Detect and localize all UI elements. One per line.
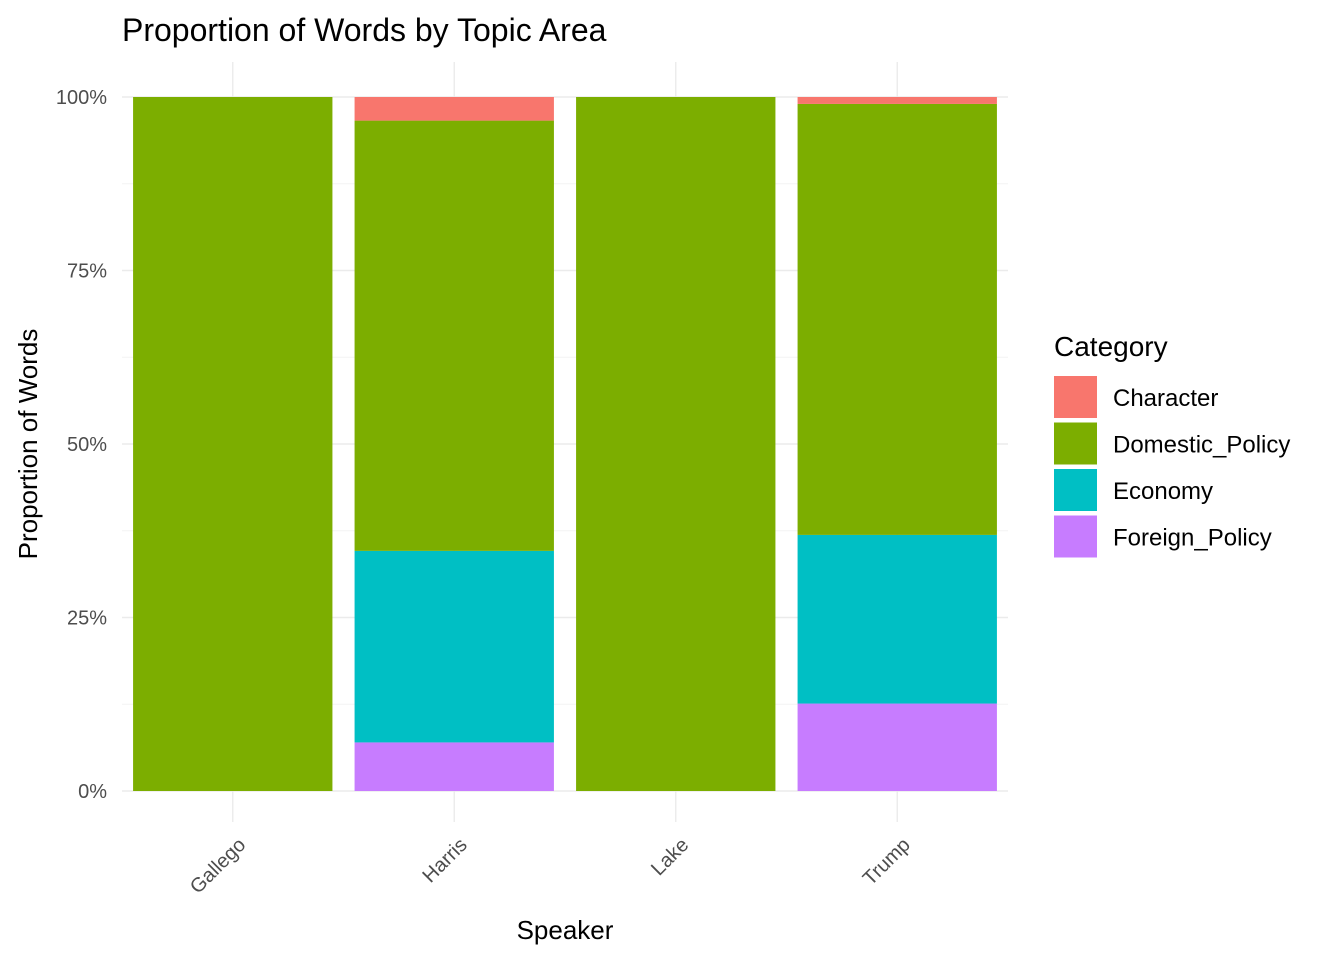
- bar-segment-harris-domestic-policy: [354, 120, 554, 551]
- legend-label-foreign-policy: Foreign_Policy: [1113, 525, 1272, 552]
- y-tick-label: 0%: [78, 781, 107, 803]
- legend-key-character: [1054, 376, 1097, 418]
- legend-key-economy: [1054, 469, 1097, 511]
- y-tick-label: 75%: [67, 261, 107, 283]
- chart-title: Proportion of Words by Topic Area: [122, 12, 607, 48]
- x-axis-ticks: Gallego Harris Lake Trump: [186, 834, 915, 898]
- x-axis-title: Speaker: [517, 915, 614, 945]
- bar-segment-harris-economy: [354, 550, 554, 743]
- legend-title: Category: [1054, 331, 1168, 362]
- y-tick-label: 25%: [67, 608, 107, 630]
- y-axis-ticks: 0% 25% 50% 75% 100%: [56, 87, 107, 803]
- y-tick-label: 50%: [67, 434, 107, 456]
- legend-label-character: Character: [1113, 385, 1218, 412]
- legend-key-domestic-policy: [1054, 422, 1097, 465]
- x-tick-label: Harris: [419, 834, 472, 887]
- bars-layer: [133, 97, 997, 791]
- bar-segment-trump-foreign-policy: [797, 703, 997, 791]
- bar-segment-harris-character: [354, 97, 554, 121]
- legend-label-domestic-policy: Domestic_Policy: [1113, 432, 1290, 459]
- bar-segment-lake-domestic-policy: [576, 97, 776, 791]
- legend-items: Character Domestic_Policy Economy Foreign_P…: [1054, 376, 1290, 558]
- bar-segment-trump-character: [797, 97, 997, 104]
- x-tick-label: Gallego: [186, 834, 250, 898]
- y-axis-title: Proportion of Words: [13, 329, 43, 560]
- x-tick-label: Lake: [647, 834, 693, 880]
- bar-segment-harris-foreign-policy: [354, 742, 554, 791]
- x-tick-label: Trump: [859, 834, 915, 890]
- bar-segment-trump-economy: [797, 534, 997, 704]
- bar-segment-gallego-domestic-policy: [133, 97, 333, 791]
- bar-segment-trump-domestic-policy: [797, 103, 997, 535]
- legend-key-foreign-policy: [1054, 515, 1097, 558]
- legend: Category Character Domestic_Policy Economy…: [1054, 331, 1290, 558]
- legend-label-economy: Economy: [1113, 478, 1213, 505]
- y-tick-label: 100%: [56, 87, 107, 109]
